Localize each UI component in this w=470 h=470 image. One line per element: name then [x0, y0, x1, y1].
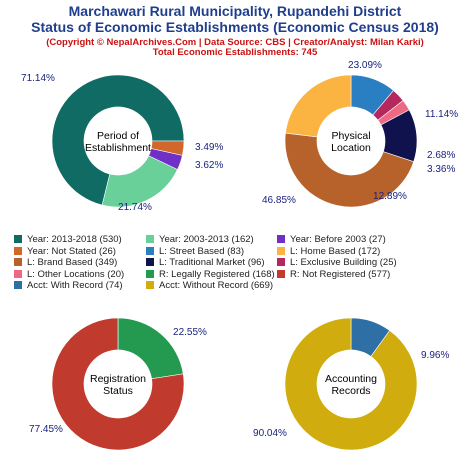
legend-label: L: Brand Based (349)	[27, 257, 118, 268]
legend-label: L: Home Based (172)	[290, 245, 381, 257]
legend-item: L: Traditional Market (96)	[146, 257, 265, 268]
legend-item: Year: Before 2003 (27)	[277, 234, 386, 245]
legend-label: L: Other Locations (20)	[27, 268, 125, 280]
slice-percent-label: 3.62%	[195, 160, 223, 171]
legend-item: L: Other Locations (20)	[14, 269, 124, 280]
copyright-note: (Copyright © NepalArchives.Com | Data So…	[46, 37, 424, 48]
legend-label: R: Not Registered (577)	[290, 268, 391, 280]
legend-item: R: Not Registered (577)	[277, 269, 390, 280]
donut-center-label: Period of	[97, 130, 139, 142]
slice-percent-label: 77.45%	[29, 424, 63, 435]
donut-center-label: Establishment	[85, 142, 151, 154]
donut-hole	[83, 106, 153, 176]
legend-swatch	[14, 235, 22, 243]
slice-percent-label: 3.36%	[427, 164, 455, 175]
slice-percent-label: 71.14%	[21, 73, 55, 84]
legend-item: Acct: With Record (74)	[14, 280, 123, 291]
legend-label: Year: 2013-2018 (530)	[27, 234, 122, 245]
donut-center-label: Status	[103, 385, 133, 397]
legend-label: L: Exclusive Building (25)	[290, 257, 397, 268]
slice-percent-label: 90.04%	[253, 428, 287, 439]
legend-label: Acct: With Record (74)	[27, 280, 123, 291]
slice-percent-label: 46.85%	[262, 195, 296, 206]
slice-percent-label: 21.74%	[118, 202, 152, 213]
donut-center-label: Location	[331, 142, 371, 154]
legend-label: Year: Before 2003 (27)	[290, 234, 386, 245]
legend-label: R: Legally Registered (168)	[159, 268, 275, 280]
donut-center-label: Accounting	[325, 373, 377, 385]
slice-percent-label: 12.89%	[373, 191, 407, 202]
legend-swatch	[277, 246, 285, 255]
legend-item: R: Legally Registered (168)	[146, 269, 275, 280]
total-establishments: Total Economic Establishments: 745	[152, 47, 318, 58]
legend-swatch	[146, 269, 154, 278]
legend-label: L: Street Based (83)	[159, 245, 245, 257]
legend-swatch	[14, 269, 22, 278]
legend-swatch	[146, 235, 154, 243]
legend-swatch	[277, 269, 285, 278]
legend-swatch	[14, 258, 22, 266]
donut-hole	[316, 106, 386, 176]
slice-percent-label: 23.09%	[348, 60, 382, 71]
legend-swatch	[14, 281, 22, 289]
chart-subtitle: Status of Economic Establishments (Econo…	[31, 19, 439, 35]
legend-swatch	[146, 258, 154, 266]
legend-label: Acct: Without Record (669)	[159, 280, 274, 291]
legend-item: L: Brand Based (349)	[14, 257, 117, 268]
chart-title: Marchawari Rural Municipality, Rupandehi…	[68, 3, 402, 19]
donut-center-label: Physical	[331, 130, 370, 142]
legend-label: Year: 2003-2013 (162)	[159, 234, 254, 245]
slice-percent-label: 2.68%	[427, 150, 455, 161]
legend-label: L: Traditional Market (96)	[159, 257, 265, 268]
legend-swatch	[277, 258, 285, 266]
slice-percent-label: 22.55%	[173, 327, 207, 338]
legend-label: Year: Not Stated (26)	[27, 245, 116, 257]
legend-item: Year: Not Stated (26)	[14, 246, 116, 257]
donut-hole	[316, 349, 386, 419]
slice-percent-label: 11.14%	[425, 109, 458, 120]
donut-hole	[83, 349, 153, 419]
slice-percent-label: 3.49%	[195, 142, 223, 153]
legend-swatch	[14, 246, 22, 255]
legend-item: L: Exclusive Building (25)	[277, 257, 397, 268]
legend-item: Acct: Without Record (669)	[146, 280, 273, 291]
legend-swatch	[277, 235, 285, 243]
legend-item: Year: 2003-2013 (162)	[146, 234, 254, 245]
legend-item: L: Street Based (83)	[146, 246, 244, 257]
donut-center-label: Registration	[90, 373, 146, 385]
legend-swatch	[146, 246, 154, 255]
legend-swatch	[146, 281, 154, 289]
legend-item: Year: 2013-2018 (530)	[14, 234, 122, 245]
slice-percent-label: 9.96%	[421, 350, 449, 361]
legend-item: L: Home Based (172)	[277, 246, 380, 257]
donut-center-label: Records	[331, 385, 370, 397]
